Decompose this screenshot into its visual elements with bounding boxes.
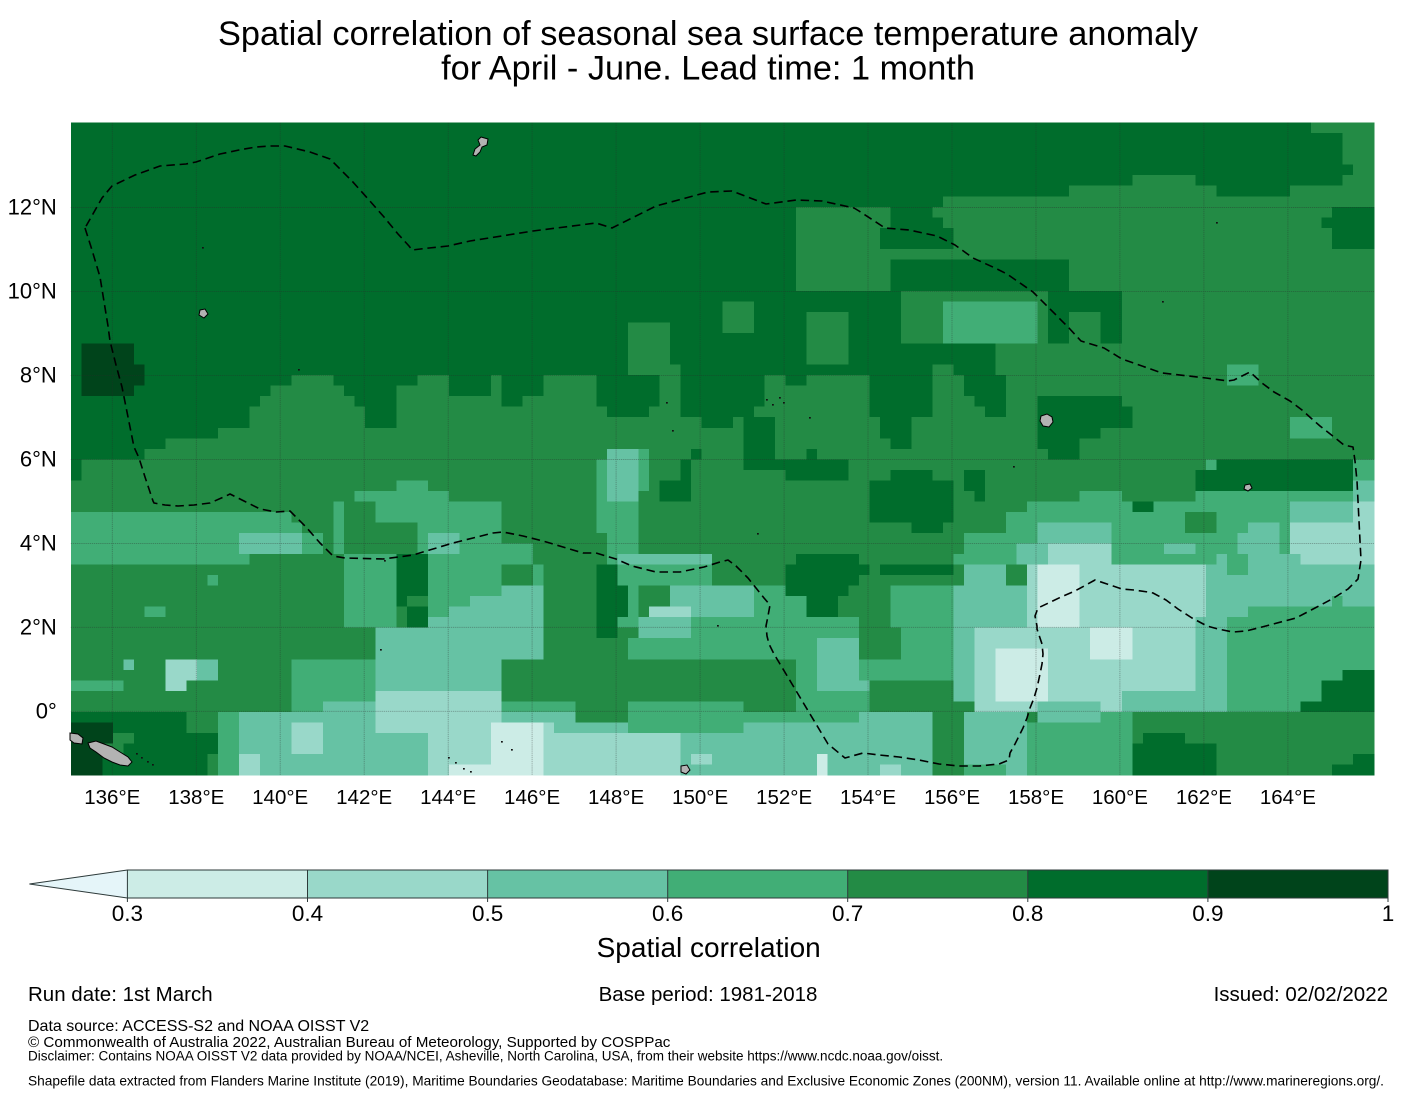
- svg-text:6°N: 6°N: [20, 447, 57, 472]
- svg-text:0.3: 0.3: [112, 901, 143, 926]
- svg-text:0.6: 0.6: [652, 901, 683, 926]
- svg-text:0.5: 0.5: [472, 901, 503, 926]
- svg-text:Base period: 1981-2018: Base period: 1981-2018: [599, 983, 818, 1006]
- svg-text:162°E: 162°E: [1176, 786, 1232, 809]
- svg-text:160°E: 160°E: [1092, 786, 1148, 809]
- svg-text:0.8: 0.8: [1012, 901, 1043, 926]
- svg-text:1: 1: [1382, 901, 1395, 926]
- svg-text:150°E: 150°E: [672, 786, 728, 809]
- svg-text:152°E: 152°E: [756, 786, 812, 809]
- svg-text:Spatial correlation: Spatial correlation: [597, 932, 821, 963]
- svg-text:144°E: 144°E: [420, 786, 476, 809]
- svg-text:10°N: 10°N: [8, 279, 57, 304]
- svg-text:138°E: 138°E: [168, 786, 224, 809]
- svg-text:12°N: 12°N: [8, 195, 57, 220]
- svg-text:158°E: 158°E: [1008, 786, 1064, 809]
- svg-text:156°E: 156°E: [924, 786, 980, 809]
- svg-text:for April - June. Lead time: 1: for April - June. Lead time: 1 month: [441, 49, 975, 87]
- svg-text:Issued: 02/02/2022: Issued: 02/02/2022: [1214, 983, 1388, 1006]
- svg-text:© Commonwealth of Australia 20: © Commonwealth of Australia 2022, Austra…: [28, 1034, 671, 1051]
- svg-text:154°E: 154°E: [840, 786, 896, 809]
- svg-text:Run date: 1st March: Run date: 1st March: [28, 983, 213, 1006]
- svg-text:Shapefile data extracted from: Shapefile data extracted from Flanders M…: [28, 1074, 1384, 1089]
- svg-text:0.9: 0.9: [1192, 901, 1223, 926]
- svg-text:2°N: 2°N: [20, 615, 57, 640]
- svg-text:0°: 0°: [36, 699, 57, 724]
- svg-text:Spatial correlation of seasona: Spatial correlation of seasonal sea surf…: [218, 15, 1199, 53]
- svg-text:142°E: 142°E: [336, 786, 392, 809]
- svg-text:146°E: 146°E: [504, 786, 560, 809]
- svg-text:0.4: 0.4: [292, 901, 323, 926]
- svg-text:148°E: 148°E: [588, 786, 644, 809]
- svg-text:8°N: 8°N: [20, 363, 57, 388]
- svg-text:140°E: 140°E: [252, 786, 308, 809]
- svg-text:Data source: ACCESS-S2 and NOA: Data source: ACCESS-S2 and NOAA OISST V2: [28, 1018, 369, 1035]
- svg-text:4°N: 4°N: [20, 531, 57, 556]
- svg-text:164°E: 164°E: [1260, 786, 1316, 809]
- svg-text:0.7: 0.7: [832, 901, 863, 926]
- svg-text:Disclaimer: Contains NOAA OISS: Disclaimer: Contains NOAA OISST V2 data …: [28, 1049, 943, 1064]
- svg-text:136°E: 136°E: [84, 786, 140, 809]
